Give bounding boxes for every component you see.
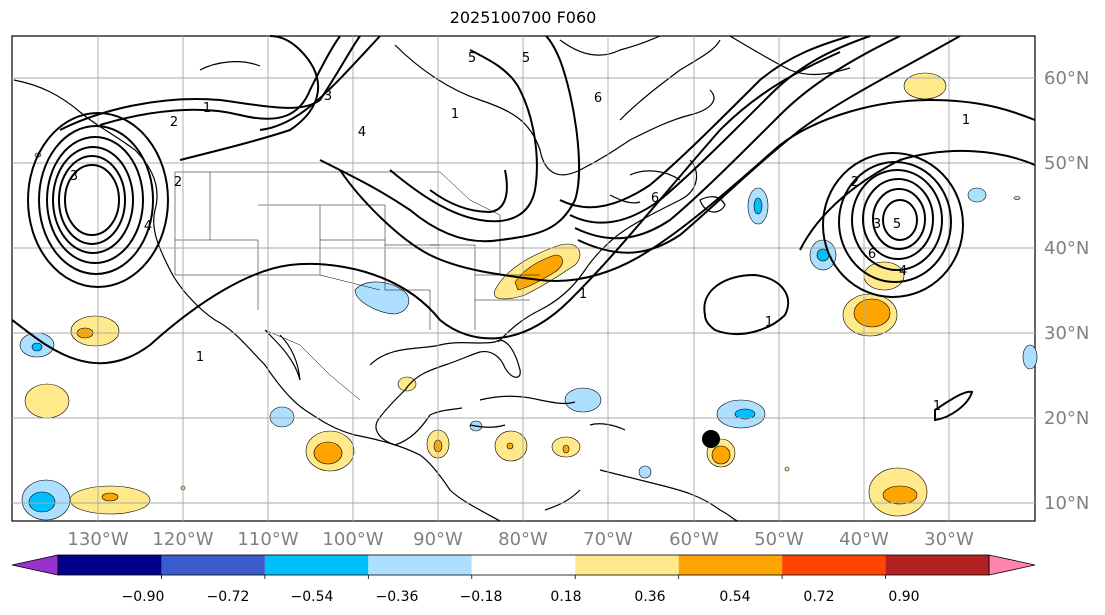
contour-label: 5 (468, 51, 476, 66)
lon-label: 70°W (583, 529, 633, 550)
lat-labels: 60°N 50°N 40°N 30°N 20°N 10°N (1044, 68, 1089, 514)
colorbar-tick-label: 0.72 (803, 589, 834, 605)
contour-label: 3 (324, 89, 332, 104)
contour-label: 1 (203, 101, 211, 116)
contour-label: 1 (962, 113, 970, 128)
colorbar-tick-label: −0.18 (460, 589, 503, 605)
colorbar-extend-low (11, 554, 59, 576)
contour-label: 4 (899, 264, 907, 279)
contour-label: 1 (765, 315, 773, 330)
lat-label: 40°N (1044, 238, 1089, 259)
storm-marker (702, 430, 720, 448)
colorbar-tick-label: 0.90 (888, 589, 919, 605)
lat-label: 20°N (1044, 408, 1089, 429)
colorbar-tick-label: 0.18 (550, 589, 581, 605)
colorbar-tick-label: 0.36 (634, 589, 665, 605)
contour-label: 3 (70, 169, 78, 184)
lon-label: 120°W (152, 529, 213, 550)
colorbar-segment (885, 555, 989, 575)
colorbar-extend-high (988, 554, 1036, 576)
contour-label: 2 (170, 115, 178, 130)
contour-label: 3 (873, 217, 881, 232)
contour-label: 2 (851, 175, 859, 190)
lon-label: 80°W (498, 529, 548, 550)
contour-label: 6 (868, 247, 876, 262)
contour-label: 6 (651, 191, 659, 206)
colorbar-segment (678, 555, 783, 575)
colorbar-segment (368, 555, 472, 575)
lon-label: 130°W (67, 529, 128, 550)
colorbar-outline (57, 554, 990, 576)
contour-label: 6 (594, 91, 602, 106)
contour-label: 1 (451, 107, 459, 122)
contour-label: 1 (579, 287, 587, 302)
colorbar-tick-label: −0.54 (291, 589, 334, 605)
lat-label: 60°N (1044, 68, 1089, 89)
lon-label: 50°W (754, 529, 804, 550)
warm-anomalies (24, 72, 947, 517)
colorbar-tick-label: −0.36 (376, 589, 419, 605)
lat-label: 50°N (1044, 153, 1089, 174)
lon-label: 60°W (669, 529, 719, 550)
colorbar-ticks: −0.90 −0.72 −0.54 −0.36 −0.18 0.18 0.36 … (122, 589, 920, 605)
colorbar-segment (161, 555, 265, 575)
lon-label: 100°W (322, 529, 383, 550)
colorbar-tick-label: −0.72 (207, 589, 250, 605)
contours (11, 35, 1036, 422)
contour-labels: 1 2 3 4 5 6 1 2 3 4 5 6 1 1 1 2 3 4 5 6 … (70, 51, 970, 414)
contour-label: 4 (144, 219, 152, 234)
contour-label: 1 (196, 350, 204, 365)
colorbar-tick-label: 0.54 (719, 589, 750, 605)
colorbar (11, 554, 1036, 579)
lon-label: 90°W (413, 529, 463, 550)
contour-label: 5 (893, 217, 901, 232)
colorbar-segment (575, 555, 679, 575)
map-title: 2025100700 F060 (449, 8, 597, 27)
lon-label: 110°W (237, 529, 298, 550)
contour-label: 1 (933, 399, 941, 414)
colorbar-segment (58, 555, 162, 575)
lat-label: 30°N (1044, 323, 1089, 344)
contour-label: 2 (174, 175, 182, 190)
lat-label: 10°N (1044, 493, 1089, 514)
lon-labels: 130°W 120°W 110°W 100°W 90°W 80°W 70°W 6… (67, 529, 974, 550)
contour-label: 4 (358, 125, 366, 140)
borders (174, 171, 540, 401)
lon-label: 30°W (924, 529, 974, 550)
lon-label: 40°W (839, 529, 889, 550)
contour-label: 5 (522, 51, 530, 66)
colorbar-segment (264, 555, 369, 575)
colorbar-segment (471, 555, 576, 575)
colorbar-segment (782, 555, 886, 575)
graticule (12, 36, 1035, 521)
colorbar-tick-label: −0.90 (122, 589, 165, 605)
